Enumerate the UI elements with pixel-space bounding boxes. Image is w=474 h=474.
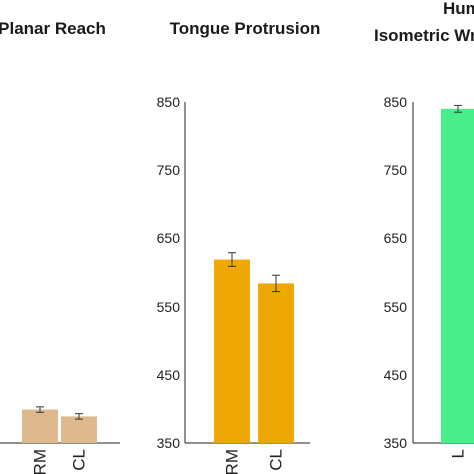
- y-tick-labels: 350 450 550 650 750 850: [384, 94, 408, 451]
- x-category-labels: RM CL: [223, 449, 286, 474]
- bars-group: [22, 406, 97, 443]
- error-bar-rm: [228, 252, 236, 267]
- y-tick-label: 550: [157, 299, 181, 315]
- panel-isometric-wrist: Hum Isometric Wris 350 450 550 650 750 8…: [374, 0, 474, 458]
- bar-cl: [61, 416, 97, 443]
- bars-group: [441, 104, 474, 443]
- y-axis: 350 450 550 650 750 850: [157, 94, 310, 451]
- error-bar-cl: [272, 274, 280, 293]
- y-tick-label: 850: [384, 94, 408, 110]
- y-tick-label: 450: [157, 367, 181, 383]
- category-label-rm: RM: [31, 449, 50, 474]
- category-label-cl: CL: [70, 449, 89, 471]
- y-tick-label: 750: [384, 162, 408, 178]
- bar-l: [441, 108, 474, 443]
- panel-planar-reach: Planar Reach RM CL: [0, 19, 120, 474]
- y-tick-labels: 350 450 550 650 750 850: [157, 94, 181, 451]
- bar-cl: [258, 283, 294, 443]
- bars-group: [214, 252, 294, 443]
- y-tick-label: 350: [384, 435, 408, 451]
- panel-title: Tongue Protrusion: [170, 19, 321, 38]
- x-category-labels: RM CL: [31, 449, 89, 474]
- x-category-labels: L: [449, 449, 468, 458]
- y-tick-label: 450: [384, 367, 408, 383]
- category-label-l: L: [449, 449, 468, 458]
- error-bar-rm: [36, 406, 44, 413]
- panel-title-line-2: Isometric Wris: [374, 26, 474, 45]
- panel-title: Planar Reach: [0, 19, 106, 38]
- category-label-cl: CL: [267, 449, 286, 471]
- error-bar-l: [454, 104, 462, 113]
- panel-title-line-1: Hum: [443, 0, 474, 18]
- y-tick-label: 350: [157, 435, 181, 451]
- y-tick-label: 550: [384, 299, 408, 315]
- bar-rm: [22, 409, 58, 443]
- y-tick-label: 850: [157, 94, 181, 110]
- y-tick-label: 650: [384, 230, 408, 246]
- category-label-rm: RM: [223, 449, 242, 474]
- y-axis: 350 450 550 650 750 850: [384, 94, 474, 451]
- error-bar-cl: [75, 413, 83, 420]
- y-tick-label: 650: [157, 230, 181, 246]
- panel-tongue-protrusion: Tongue Protrusion 350 450 550 650 750 85…: [157, 19, 321, 474]
- bar-rm: [214, 259, 250, 443]
- y-tick-label: 750: [157, 162, 181, 178]
